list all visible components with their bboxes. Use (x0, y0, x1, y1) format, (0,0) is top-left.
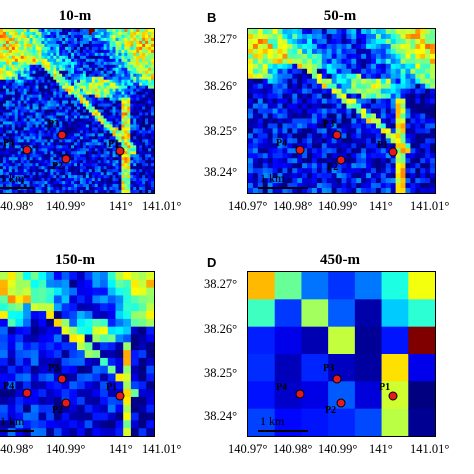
panel-d-letter: D (207, 255, 217, 270)
site-label: P1 (108, 139, 120, 150)
scale-bar-label: 1 km (0, 171, 25, 185)
site-label: P4 (276, 138, 288, 149)
panel-b-ytick: 38.25° (204, 124, 238, 138)
site-label: P1 (379, 382, 391, 393)
panel-d-xtick: 140.98° (273, 442, 313, 456)
site-label: P4 (3, 381, 15, 392)
panel-d-xtick: 140.97° (228, 442, 268, 456)
scale-bar (258, 430, 308, 432)
scale-bar (258, 187, 308, 189)
panel-d-ytick: 38.27° (204, 277, 238, 291)
panel-b-letter: B (207, 10, 217, 25)
panel-a-map: P1 P2 P3 P4 1 km (0, 28, 155, 194)
raster-layer (0, 272, 154, 436)
site-marker (115, 391, 125, 401)
panel-d-ytick: 38.25° (204, 366, 238, 380)
panel-d-ytick: 38.24° (204, 409, 238, 423)
site-marker (22, 145, 32, 155)
site-label: P2 (325, 405, 337, 416)
site-marker (388, 391, 398, 401)
panel-b-xtick: 141.01° (410, 199, 450, 213)
panel-a-title: 10-m (58, 8, 92, 24)
panel-b-ytick: 38.24° (204, 165, 238, 179)
panel-c-title: 150-m (55, 252, 95, 268)
site-marker (61, 398, 71, 408)
site-label: P1 (106, 382, 118, 393)
site-label: P3 (48, 119, 60, 130)
site-label: P4 (3, 138, 15, 149)
panel-d-map: P1 P2 P3 P4 1 km (247, 271, 436, 437)
site-label: P2 (52, 161, 64, 172)
site-marker (22, 388, 32, 398)
site-marker (115, 146, 125, 156)
panel-d-title: 450-m (320, 252, 360, 268)
scale-bar-label: 1 km (0, 414, 25, 428)
site-label: P2 (327, 162, 339, 173)
panel-c-xtick: 140.99° (46, 442, 86, 456)
raster-layer (248, 272, 435, 436)
site-label: P3 (323, 119, 335, 130)
site-label: P1 (377, 140, 389, 151)
site-marker (336, 398, 346, 408)
scale-bar-label: 1 km (260, 414, 285, 428)
panel-b-map: P1 P2 P3 P4 1 km (247, 28, 436, 194)
panel-a-xtick: 141° (109, 199, 133, 213)
site-label: P3 (48, 363, 60, 374)
panel-b-xtick: 140.99° (318, 199, 358, 213)
panel-b-xtick: 140.97° (228, 199, 268, 213)
site-label: P2 (52, 405, 64, 416)
site-marker (388, 147, 398, 157)
panel-b-xtick: 141° (369, 199, 393, 213)
scale-bar (0, 187, 34, 189)
panel-d-ytick: 38.26° (204, 322, 238, 336)
site-label: P3 (323, 363, 335, 374)
panel-c-xtick: 140.98° (0, 442, 34, 456)
scale-bar (0, 430, 34, 432)
panel-b-ytick: 38.26° (204, 79, 238, 93)
panel-d-xtick: 141.01° (410, 442, 450, 456)
scale-bar-label: 1 km (260, 171, 285, 185)
panel-b-title: 50-m (323, 8, 357, 24)
panel-a-xtick: 140.99° (46, 199, 86, 213)
panel-c-xtick: 141.01° (142, 442, 182, 456)
panel-b-ytick: 38.27° (204, 32, 238, 46)
site-marker (336, 155, 346, 165)
panel-b-xtick: 140.98° (273, 199, 313, 213)
site-marker (57, 374, 67, 384)
site-marker (295, 389, 305, 399)
panel-a-xtick: 141.01° (142, 199, 182, 213)
site-label: P4 (276, 382, 288, 393)
panel-d-xtick: 141° (369, 442, 393, 456)
raster-layer (0, 29, 154, 193)
site-marker (332, 130, 342, 140)
site-marker (57, 130, 67, 140)
site-marker (332, 374, 342, 384)
panel-c-map: P1 P2 P3 P4 1 km (0, 271, 155, 437)
panel-a-xtick: 140.98° (0, 199, 34, 213)
panel-d-xtick: 140.99° (318, 442, 358, 456)
site-marker (61, 154, 71, 164)
panel-c-xtick: 141° (109, 442, 133, 456)
site-marker (295, 145, 305, 155)
raster-layer (248, 29, 435, 193)
